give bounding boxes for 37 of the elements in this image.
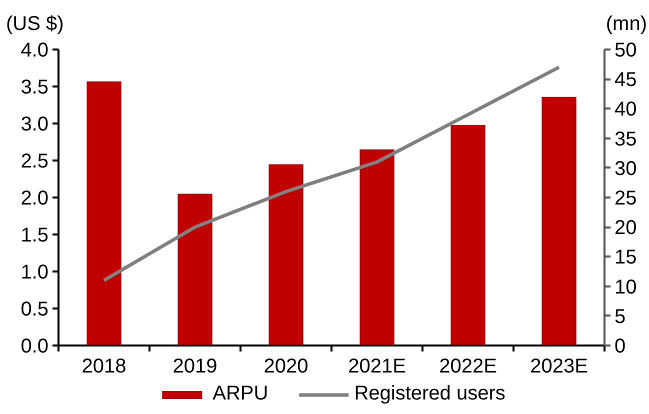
y2-tick-label: 40 bbox=[614, 98, 637, 121]
y2-tick-label: 15 bbox=[614, 246, 637, 269]
bar bbox=[86, 81, 122, 346]
y-tick-label: 4.0 bbox=[20, 40, 49, 62]
y-tick-label: 2.0 bbox=[20, 188, 49, 210]
x-tick-label: 2021E bbox=[348, 356, 406, 378]
bar bbox=[450, 124, 486, 346]
y-tick-label: 0.0 bbox=[20, 336, 49, 358]
y2-axis-title: (mn) bbox=[606, 13, 647, 35]
y2-tick-label: 0 bbox=[614, 336, 626, 358]
bar bbox=[360, 149, 394, 346]
y-tick-label: 2.5 bbox=[20, 150, 49, 172]
line-series bbox=[102, 66, 561, 282]
y-tick-label: 3.5 bbox=[20, 76, 49, 98]
bar bbox=[268, 164, 304, 346]
y2-tick-label: 10 bbox=[614, 276, 637, 298]
y2-tick-label: 30 bbox=[614, 158, 637, 180]
y2-tick-label: 5 bbox=[614, 306, 626, 328]
y2-tick-label: 50 bbox=[614, 40, 637, 62]
x-tick-label: 2019 bbox=[172, 356, 218, 378]
y-tick-label: 1.0 bbox=[20, 262, 49, 284]
y-tick-label: 0.5 bbox=[20, 298, 49, 320]
x-tick-label: 2023E bbox=[530, 356, 588, 378]
legend-label: ARPU bbox=[212, 382, 268, 406]
y-tick-label: 3.0 bbox=[20, 114, 49, 136]
y2-tick-label: 20 bbox=[614, 217, 637, 240]
x-tick-label: 2018 bbox=[82, 356, 126, 378]
x-tick-label: 2022E bbox=[439, 356, 497, 378]
bar bbox=[542, 96, 576, 346]
x-tick-label: 2020 bbox=[264, 356, 308, 378]
y2-tick-label: 25 bbox=[614, 188, 637, 210]
y2-tick-label: 45 bbox=[614, 69, 637, 92]
bar bbox=[178, 194, 212, 346]
legend-label: Registered users bbox=[354, 382, 506, 406]
y2-tick-label: 35 bbox=[614, 128, 637, 150]
y-axis-title: (US $) bbox=[6, 13, 64, 35]
y-tick-label: 1.5 bbox=[20, 224, 49, 246]
